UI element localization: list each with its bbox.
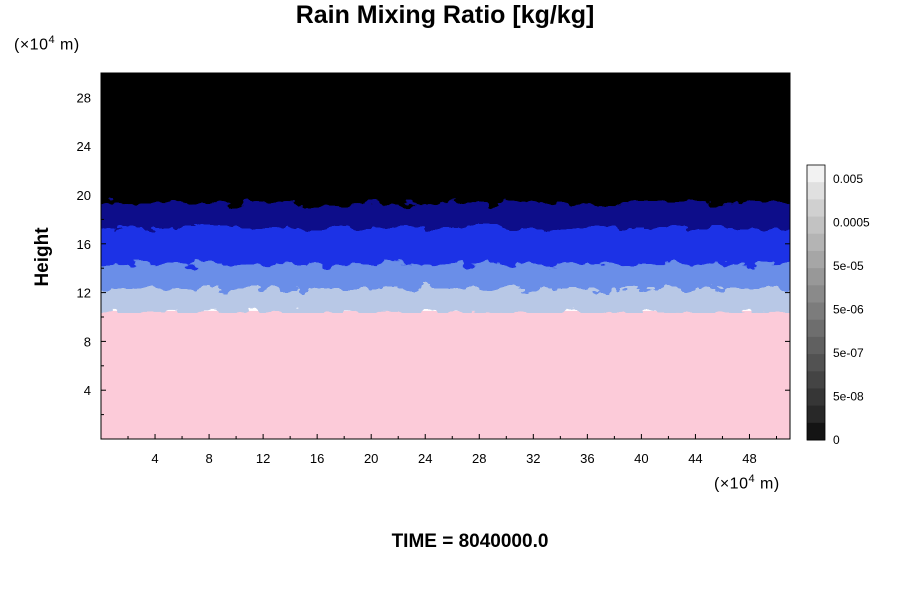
x-tick-label: 12 [256,451,270,466]
colorbar-swatch [807,422,825,441]
rain-field [101,73,790,439]
y-tick-label: 12 [77,286,91,301]
x-tick-label: 32 [526,451,540,466]
colorbar-frame [806,164,826,441]
field-band [101,225,790,265]
colorbar-label: 5e-05 [833,259,864,273]
y-tick-label: 4 [84,383,91,398]
colorbar-swatch [807,405,825,424]
field-band [101,262,790,289]
field-band [101,310,790,439]
field-band [101,73,790,204]
y-tick-label: 28 [77,90,91,105]
x-tick-label: 48 [742,451,756,466]
colorbar-swatch [807,182,825,200]
x-tick-label: 16 [310,451,324,466]
colorbar-swatch [807,216,825,235]
colorbar-swatch [807,336,825,355]
colorbar: 0.005 0.0005 5e-05 5e-06 5e-07 5e-08 0 [806,164,870,447]
x-tick-label: 24 [418,451,432,466]
x-tick-label: 40 [634,451,648,466]
colorbar-swatch [807,165,825,183]
field-band [101,286,790,313]
colorbar-swatch [807,388,825,407]
x-tick-label: 36 [580,451,594,466]
colorbar-swatch [807,319,825,338]
colorbar-label: 5e-07 [833,346,864,360]
colorbar-swatch [807,250,825,269]
y-axis-unit: (×104 m) [14,34,80,54]
x-tick-label: 4 [151,451,158,466]
colorbar-swatch [807,268,825,286]
chart-title: Rain Mixing Ratio [kg/kg] [295,1,595,29]
x-tick-label: 44 [688,451,702,466]
time-label: TIME = 8040000.0 [391,531,549,552]
colorbar-label: 0.005 [833,172,863,186]
y-tick-label: 24 [77,139,91,154]
colorbar-swatch [807,302,825,321]
x-tick-label: 28 [472,451,486,466]
y-tick-label: 16 [77,237,91,252]
field-turbulent-layers [101,73,790,313]
colorbar-label: 5e-08 [833,390,864,404]
colorbar-label: 0 [833,433,840,447]
y-tick-label: 8 [84,334,91,349]
colorbar-label: 5e-06 [833,303,864,317]
colorbar-swatch [807,354,825,372]
colorbar-swatch [807,285,825,303]
colorbar-swatch [807,199,825,218]
colorbar-swatch [807,371,825,389]
x-tick-label: 20 [364,451,378,466]
field-band [101,201,790,228]
y-tick-label: 20 [77,188,91,203]
colorbar-label: 0.0005 [833,216,870,230]
colorbar-swatch [807,233,825,252]
x-tick-label: 8 [205,451,212,466]
plot-frame [100,72,791,440]
x-axis-unit: (×104 m) [714,473,780,493]
